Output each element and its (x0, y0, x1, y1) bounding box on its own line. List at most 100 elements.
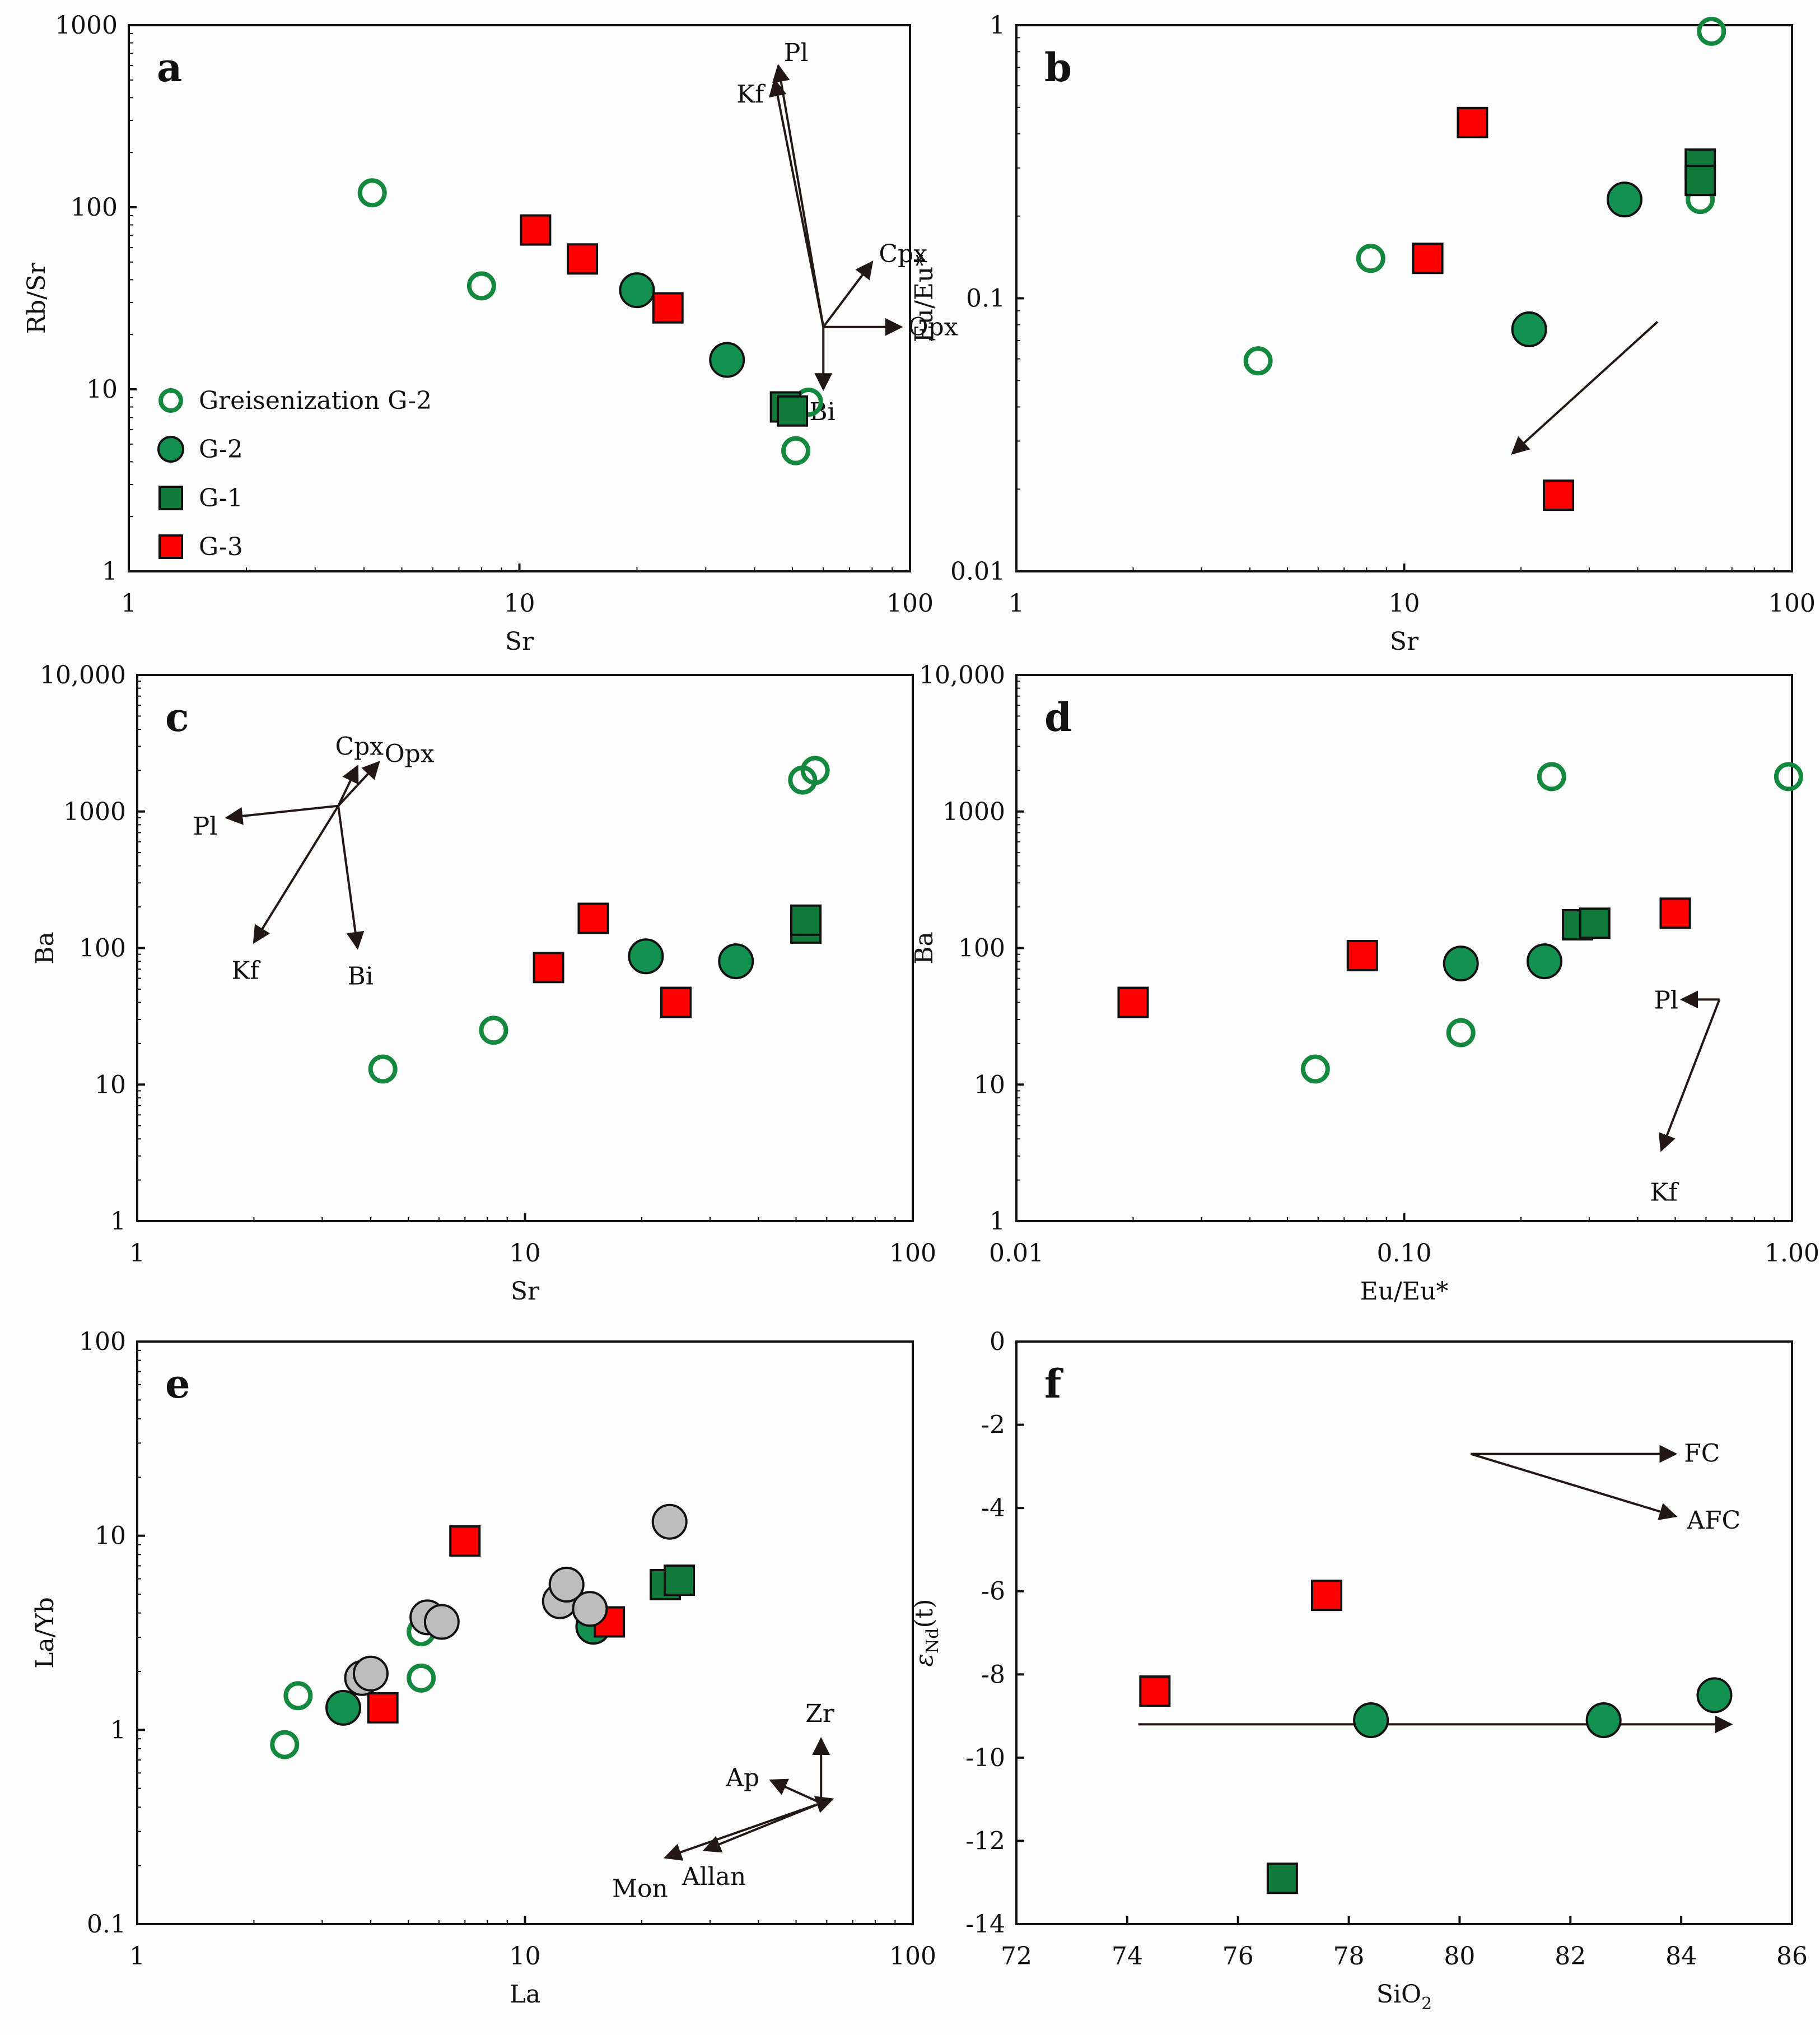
y-tick-label: 100 (958, 934, 1005, 963)
vector-arrow-b-arrow0 (1511, 321, 1659, 455)
x-tick-label: 80 (1444, 1942, 1475, 1971)
vector-label-e-allan: Allan (682, 1862, 746, 1891)
y-tick-label: 0.1 (966, 285, 1005, 313)
y-tick-label: 10,000 (919, 661, 1005, 690)
data-point (664, 1564, 696, 1596)
y-tick-label: 100 (71, 193, 118, 222)
series-g-3 (520, 214, 684, 324)
y-tick-label: 10 (86, 375, 118, 404)
data-point (781, 436, 811, 465)
data-point (1696, 1677, 1733, 1713)
data-point (709, 342, 745, 378)
legend-marker (158, 534, 183, 559)
series-greisenization-g-2 (1300, 762, 1803, 1084)
vector-arrow-c-kf (253, 805, 339, 944)
vector-label-a-cpx: Cpx (879, 240, 927, 268)
panel-d: 0.01 0.10 1.00 1 10 100 1000 10,000 Eu/Eu* Ba d Pl K… (910, 661, 1819, 1306)
y-tick-label: -12 (965, 1827, 1005, 1855)
legend-label: G-3 (199, 533, 243, 561)
x-tick-label: 10 (504, 589, 535, 618)
series-g-3 (533, 902, 692, 1018)
x-axis-label: Sr (511, 1277, 540, 1306)
y-tick-label: 0.1 (87, 1910, 126, 1939)
data-point (367, 1692, 399, 1724)
legend-marker (158, 388, 183, 413)
y-axis-label: Ba (31, 932, 59, 965)
y-tick-label: 1 (102, 557, 118, 586)
series-g-2 (1511, 181, 1642, 347)
data-point (1117, 986, 1149, 1018)
vector-label-a-opx: Opx (908, 313, 958, 342)
series-g-2 (628, 938, 754, 980)
data-point (283, 1681, 313, 1711)
y-tick-label: 10 (95, 1070, 126, 1099)
series-g-1 (1562, 907, 1611, 940)
legend-label: G-2 (199, 435, 243, 464)
plot-frame (136, 674, 914, 1222)
y-tick-label: 100 (79, 934, 126, 963)
x-tick-label: 10 (510, 1239, 541, 1268)
data-point (270, 1730, 300, 1759)
y-axis-label: Eu/Eu* (910, 254, 939, 343)
y-tick-label: 10 (974, 1070, 1005, 1099)
data-point (660, 986, 692, 1018)
x-tick-label: 74 (1112, 1942, 1143, 1971)
y-tick-label: -8 (981, 1660, 1005, 1689)
series-other (344, 1503, 688, 1696)
data-point (1457, 106, 1488, 138)
legend-marker (157, 436, 184, 463)
x-tick-label: 10 (510, 1942, 541, 1971)
legend-label: G-1 (199, 484, 243, 513)
y-tick-label: 1000 (63, 798, 126, 826)
x-tick-label: 10 (1389, 589, 1420, 618)
y-tick-label: 1 (990, 1207, 1005, 1236)
series-g-2 (1353, 1677, 1733, 1738)
vector-arrow-c-opx (337, 761, 380, 807)
panel-b: 1 10 100 0.01 0.1 1 Sr Eu/Eu* b (910, 11, 1816, 656)
y-tick-label: -2 (981, 1411, 1005, 1440)
vector-arrow-e-mon (663, 1802, 822, 1861)
x-tick-label: 1 (129, 1239, 145, 1268)
series-greisenization-g-2 (1243, 16, 1726, 376)
y-tick-label: 100 (79, 1328, 126, 1356)
vector-label-c-bi: Bi (347, 962, 373, 991)
data-point (1412, 243, 1444, 274)
y-tick-label: 0 (990, 1328, 1005, 1356)
series-g-1 (790, 904, 822, 944)
y-tick-label: 10,000 (40, 661, 126, 690)
data-point (790, 904, 822, 936)
panel-f: 72 74 76 78 80 82 84 86 0 -2 -4 -6 -8 -10 -12 -14 SiO2 εN… (910, 1328, 1808, 2014)
data-point (718, 943, 754, 980)
plot-frame (1015, 674, 1793, 1222)
data-point (1446, 1018, 1476, 1047)
data-point (1697, 16, 1726, 46)
data-point (423, 1604, 460, 1640)
vector-arrow-c-cpx (337, 764, 359, 807)
panel-letter: b (1044, 44, 1072, 91)
vector-label-a-pl: Pl (784, 39, 809, 67)
data-point (577, 902, 609, 934)
data-point (352, 1655, 389, 1692)
x-tick-label: 82 (1555, 1942, 1586, 1971)
data-point (357, 178, 387, 208)
panel-letter: f (1044, 1361, 1063, 1407)
series-g-3 (1412, 106, 1575, 511)
x-axis-label: SiO2 (1376, 1980, 1432, 2014)
vector-label-e-ap: Ap (725, 1763, 759, 1792)
data-point (1511, 311, 1547, 347)
x-tick-label: 78 (1333, 1942, 1365, 1971)
vector-arrow-e-ap (769, 1778, 822, 1804)
data-point (619, 272, 655, 309)
legend-marker (158, 486, 183, 510)
plot-frame (128, 24, 911, 572)
y-tick-label: -4 (981, 1494, 1005, 1522)
vector-label-e-zr: Zr (805, 1699, 835, 1728)
series-g-2 (1443, 943, 1562, 982)
series-g-1 (1684, 148, 1716, 197)
x-tick-label: 86 (1776, 1942, 1808, 1971)
data-point (1311, 1580, 1342, 1612)
vector-arrow-a-cpx (822, 260, 874, 328)
data-point (520, 214, 552, 246)
panel-c: 1 10 100 1 10 100 1000 10,000 Sr Ba c Cpx Opx Pl Kf Bi (31, 661, 936, 1306)
